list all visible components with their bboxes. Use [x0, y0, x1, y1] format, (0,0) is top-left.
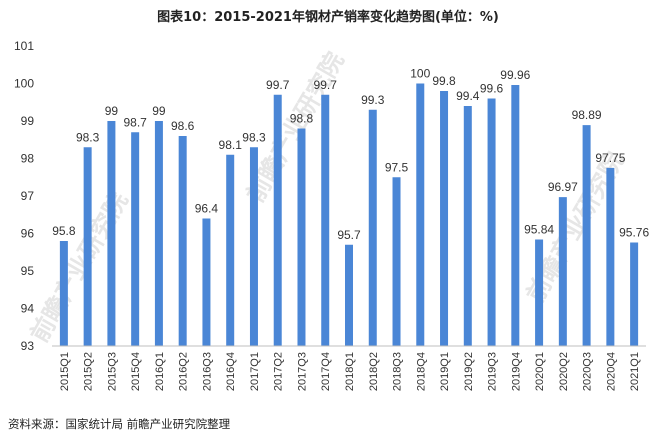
data-label: 99	[152, 104, 166, 118]
source-note: 资料来源：国家统计局 前瞻产业研究院整理	[8, 417, 231, 431]
bar-2020Q3	[582, 125, 591, 346]
x-tick-label: 2017Q1	[249, 352, 261, 391]
chart-title: 图表10：2015-2021年钢材产销率变化趋势图(单位：%)	[157, 10, 499, 25]
x-tick-label: 2020Q2	[558, 352, 570, 391]
x-tick-label: 2016Q1	[154, 352, 166, 391]
x-tick-label: 2016Q3	[201, 352, 213, 391]
bar-2018Q4	[416, 83, 425, 346]
x-tick-label: 2019Q3	[487, 352, 499, 391]
x-tick-label: 2017Q4	[320, 352, 332, 391]
bars	[59, 83, 639, 346]
x-tick-label: 2019Q2	[463, 352, 475, 391]
x-axis: 2015Q1 2015Q2 2015Q3 2015Q4 2016Q1 2016Q2 2016…	[52, 345, 646, 391]
data-label: 99.8	[432, 74, 456, 88]
data-label: 98.6	[171, 119, 195, 133]
bar-2016Q1	[154, 121, 163, 346]
data-label: 95.84	[524, 223, 554, 237]
data-label: 96.97	[548, 180, 578, 194]
y-tick-label: 96	[21, 227, 35, 241]
data-label: 95.76	[619, 226, 649, 240]
bar-2020Q1	[535, 239, 544, 346]
bar-2018Q2	[368, 109, 377, 346]
bar-2021Q1	[630, 242, 639, 346]
x-tick-label: 2020Q4	[605, 352, 617, 391]
y-tick-label: 99	[21, 114, 35, 128]
data-label: 99.6	[480, 82, 504, 96]
bar-2015Q1	[59, 241, 68, 346]
x-tick-label: 2016Q2	[178, 352, 190, 391]
bar-2020Q4	[606, 167, 615, 346]
data-label: 98.3	[242, 130, 266, 144]
bar-2015Q2	[83, 147, 92, 346]
data-label: 97.5	[385, 160, 409, 174]
bar-2017Q3	[297, 128, 306, 346]
data-label: 98.8	[290, 112, 314, 126]
data-label: 97.75	[595, 151, 625, 165]
data-label: 100	[410, 67, 430, 81]
data-label: 99.4	[456, 89, 480, 103]
bar-2020Q2	[558, 197, 567, 346]
y-tick-label: 97	[21, 189, 35, 203]
data-label: 95.8	[52, 224, 76, 238]
x-tick-label: 2018Q2	[368, 352, 380, 391]
y-tick-label: 100	[14, 77, 34, 91]
data-label: 99.96	[500, 68, 530, 82]
bar-2017Q1	[249, 147, 258, 346]
data-label: 99.3	[361, 93, 385, 107]
data-label: 96.4	[195, 202, 219, 216]
bar-2019Q3	[487, 98, 496, 346]
data-label: 99.7	[314, 78, 338, 92]
x-tick-label: 2017Q3	[296, 352, 308, 391]
x-tick-label: 2015Q2	[83, 352, 95, 391]
x-tick-label: 2015Q4	[130, 352, 142, 391]
bar-2017Q2	[273, 94, 282, 346]
bar-2016Q4	[226, 154, 235, 346]
x-tick-label: 2020Q1	[534, 352, 546, 391]
x-tick-label: 2015Q3	[106, 352, 118, 391]
x-tick-label: 2018Q1	[344, 352, 356, 391]
data-label: 99.7	[266, 78, 290, 92]
data-label: 98.7	[123, 115, 147, 129]
y-tick-label: 93	[21, 339, 35, 353]
data-label: 98.1	[219, 138, 243, 152]
data-label: 98.3	[76, 130, 100, 144]
y-axis: 93 94 95 96 97 98 99 100 101	[14, 39, 34, 353]
data-label: 98.89	[572, 108, 602, 122]
x-tick-label: 2018Q4	[415, 352, 427, 391]
bar-2015Q4	[131, 132, 140, 346]
x-tick-label: 2019Q1	[439, 352, 451, 391]
value-labels: 95.898.39998.79998.696.498.198.399.798.8…	[52, 67, 649, 242]
x-tick-label: 2015Q1	[59, 352, 71, 391]
x-tick-label: 2019Q4	[510, 352, 522, 391]
x-tick-label: 2021Q1	[629, 352, 641, 391]
y-tick-label: 101	[14, 39, 34, 53]
x-tick-label: 2018Q3	[392, 352, 404, 391]
x-tick-label: 2016Q4	[225, 352, 237, 391]
x-tick-label: 2017Q2	[273, 352, 285, 391]
y-tick-label: 98	[21, 152, 35, 166]
bar-2019Q1	[440, 91, 449, 346]
bar-2016Q3	[202, 218, 211, 346]
bar-2017Q4	[321, 94, 330, 346]
bar-2018Q3	[392, 177, 401, 346]
x-tick-label: 2020Q3	[582, 352, 594, 391]
y-tick-label: 95	[21, 264, 35, 278]
y-tick-label: 94	[21, 302, 35, 316]
bar-2015Q3	[107, 121, 116, 346]
bar-2019Q4	[511, 85, 520, 346]
bar-2019Q2	[463, 106, 472, 346]
bar-2018Q1	[345, 244, 353, 346]
bar-2016Q2	[178, 136, 187, 346]
data-label: 95.7	[337, 228, 361, 242]
data-label: 99	[105, 104, 119, 118]
